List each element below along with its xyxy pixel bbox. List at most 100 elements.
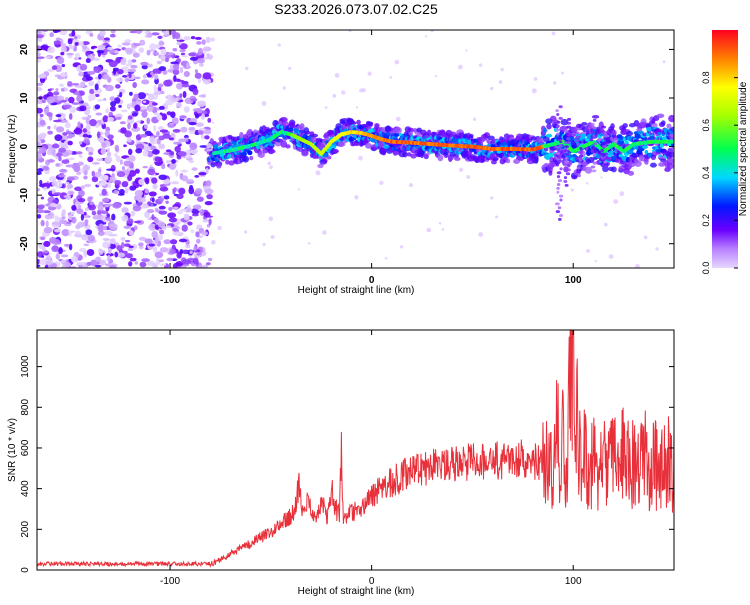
noise-blob <box>74 85 84 88</box>
noise-blob <box>101 188 107 196</box>
noise-blob <box>51 245 59 253</box>
noise-blob <box>78 154 83 158</box>
noise-blob <box>94 264 102 268</box>
noise-blob <box>37 204 45 210</box>
noise-blob <box>178 231 184 235</box>
noise-blob <box>99 259 107 266</box>
noise-speck <box>261 101 267 106</box>
noise-speck <box>322 230 327 235</box>
noise-blob <box>114 144 119 152</box>
noise-blob <box>47 88 52 92</box>
signal-halo <box>408 131 414 136</box>
noise-blob <box>176 79 185 83</box>
noise-blob <box>134 168 140 174</box>
noise-blob <box>186 61 190 69</box>
signal-mid <box>571 154 577 158</box>
noise-blob <box>139 261 147 268</box>
noise-blob <box>108 233 118 237</box>
noise-blob <box>183 106 190 113</box>
signal-mid <box>542 127 547 133</box>
noise-blob <box>37 57 42 63</box>
signal-halo <box>652 122 658 128</box>
noise-speck <box>495 215 499 219</box>
noise-speck <box>297 188 301 191</box>
noise-speck <box>552 81 557 85</box>
signal-spike <box>566 125 572 129</box>
noise-blob <box>59 30 68 36</box>
noise-blob <box>44 170 50 175</box>
signal-halo <box>602 165 609 173</box>
noise-speck <box>613 199 619 204</box>
noise-blob <box>116 171 126 178</box>
noise-blob <box>41 255 45 258</box>
noise-blob <box>76 171 82 176</box>
signal-halo <box>394 126 402 134</box>
noise-blob <box>64 181 70 185</box>
noise-blob <box>99 174 109 180</box>
noise-blob <box>91 176 99 183</box>
snr-xlabel: Height of straight line (km) <box>298 586 415 597</box>
signal-halo <box>356 119 361 125</box>
noise-blob <box>39 119 46 126</box>
snr-ytick-label: 600 <box>20 439 31 456</box>
noise-blob <box>105 203 114 207</box>
noise-speck <box>441 228 445 231</box>
signal-spike <box>564 141 569 145</box>
signal-halo <box>437 154 444 162</box>
signal-spike <box>564 129 569 133</box>
colorbar-tick-label: 0.6 <box>701 119 711 132</box>
noise-speck <box>409 183 414 188</box>
noise-blob <box>58 83 65 88</box>
noise-blob <box>153 90 162 96</box>
signal-spike <box>602 145 607 149</box>
noise-speck <box>466 175 471 179</box>
signal-spike <box>576 127 581 131</box>
noise-blob <box>61 159 70 164</box>
noise-blob <box>74 36 78 40</box>
noise-blob <box>146 32 153 38</box>
signal-mid <box>659 143 665 148</box>
noise-blob <box>83 243 90 247</box>
snr-ytick-label: 200 <box>20 521 31 538</box>
signal-halo <box>402 151 408 158</box>
noise-blob <box>173 63 180 71</box>
noise-speck <box>348 30 352 33</box>
noise-blob <box>75 52 81 59</box>
noise-blob <box>60 114 65 121</box>
noise-blob <box>124 39 132 43</box>
noise-speck <box>354 195 359 200</box>
signal-halo <box>289 121 296 128</box>
noise-blob <box>128 72 132 79</box>
noise-blob <box>186 178 194 182</box>
noise-blob <box>108 60 118 68</box>
spectrogram-signal-band <box>206 105 674 221</box>
noise-blob <box>202 218 209 223</box>
noise-speck <box>478 232 484 237</box>
noise-speck <box>244 66 249 71</box>
noise-blob <box>52 199 59 204</box>
noise-blob <box>153 112 159 116</box>
noise-blob <box>58 174 66 178</box>
noise-blob <box>162 34 170 37</box>
noise-blob <box>207 117 212 123</box>
noise-blob <box>166 257 174 262</box>
noise-blob <box>163 79 172 87</box>
noise-blob <box>159 184 165 188</box>
noise-blob <box>127 122 131 130</box>
noise-blob <box>88 98 93 102</box>
noise-blob <box>182 91 187 99</box>
signal-halo <box>317 163 324 169</box>
noise-blob <box>82 133 89 138</box>
noise-blob <box>46 96 56 104</box>
signal-spike <box>592 153 597 157</box>
noise-blob <box>197 265 204 268</box>
noise-blob <box>68 157 75 161</box>
signal-halo <box>492 157 499 162</box>
signal-spike <box>589 138 594 142</box>
noise-blob <box>107 254 111 262</box>
signal-mid <box>634 133 641 139</box>
noise-blob <box>170 111 176 119</box>
noise-blob <box>75 224 81 230</box>
signal-mid <box>657 131 662 136</box>
noise-blob <box>191 207 200 215</box>
